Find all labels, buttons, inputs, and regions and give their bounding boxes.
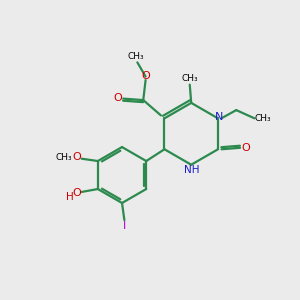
Text: NH: NH [184, 165, 200, 175]
Text: CH₃: CH₃ [254, 114, 271, 123]
Text: O: O [241, 143, 250, 153]
Text: O: O [72, 152, 81, 162]
Text: N: N [215, 112, 223, 122]
Text: CH₃: CH₃ [128, 52, 144, 61]
Text: H: H [66, 192, 74, 202]
Text: O: O [114, 93, 122, 103]
Text: O: O [73, 188, 81, 197]
Text: I: I [123, 221, 127, 231]
Text: O: O [142, 71, 151, 81]
Text: CH₃: CH₃ [182, 74, 198, 83]
Text: CH₃: CH₃ [55, 153, 72, 162]
